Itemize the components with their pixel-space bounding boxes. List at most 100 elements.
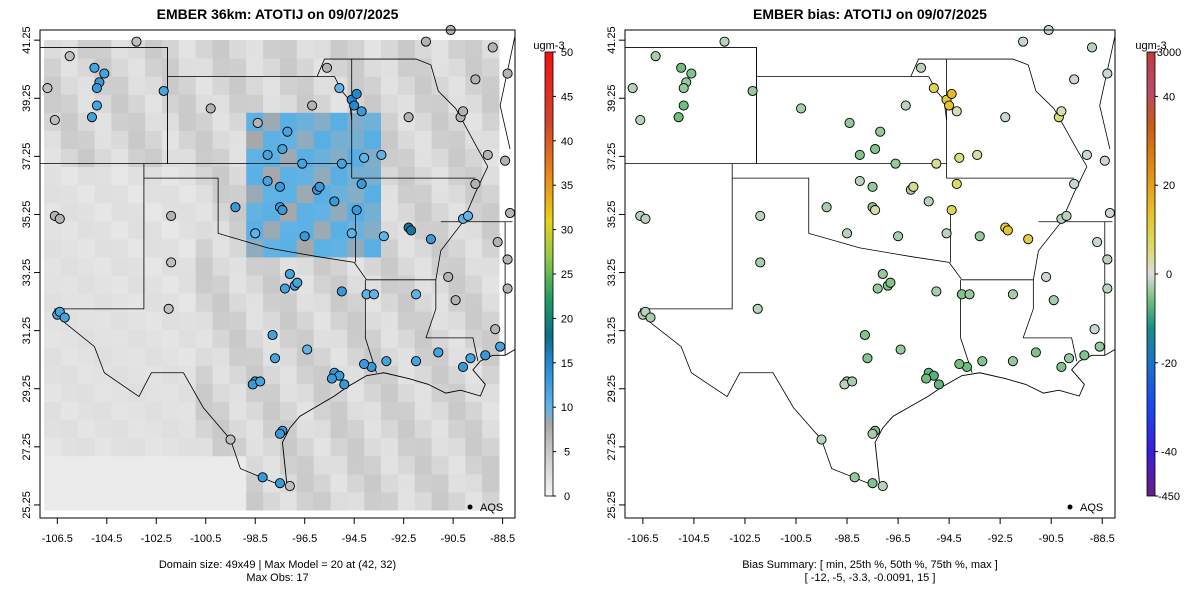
model-cell [44, 275, 62, 294]
model-cell [263, 401, 281, 421]
model-cell [77, 347, 96, 366]
model-cell [145, 329, 163, 348]
site-marker [923, 196, 934, 207]
model-cell [44, 347, 62, 366]
colorbar-tick-label: 50 [561, 47, 573, 59]
model-cell [195, 76, 214, 95]
model-cell [263, 58, 281, 77]
model-cell [448, 130, 466, 149]
model-cell [296, 491, 315, 511]
model-cell [145, 58, 163, 77]
model-cell [128, 58, 146, 77]
model-cell [145, 112, 163, 131]
footer-line: Domain size: 49x49 | Max Model = 20 at (… [159, 559, 396, 571]
model-cell [465, 383, 483, 403]
site-marker [946, 205, 957, 216]
model-cell [279, 76, 298, 95]
site-marker [166, 257, 177, 268]
site-marker [847, 376, 858, 387]
state-border [639, 178, 733, 315]
model-cell [77, 202, 96, 222]
model-cell [296, 130, 315, 149]
site-marker [359, 358, 370, 370]
model-cell [60, 202, 79, 222]
site-marker [877, 268, 888, 280]
model-cell [128, 76, 146, 95]
legend-label: AQS [1080, 502, 1103, 514]
site-marker [1079, 350, 1090, 361]
model-cell [279, 112, 298, 131]
site-marker [502, 254, 513, 265]
y-tick-label: 35.25 [606, 201, 618, 229]
model-cell [44, 184, 62, 204]
state-border [1023, 337, 1078, 362]
site-marker [502, 283, 513, 294]
model-cell [263, 455, 281, 475]
model-cell [431, 293, 449, 312]
model-cell [296, 256, 315, 276]
model-cell [94, 112, 112, 131]
model-cell [246, 437, 264, 457]
site-marker [480, 350, 491, 361]
model-cell [161, 275, 180, 294]
site-marker [1002, 225, 1013, 236]
model-cell [414, 202, 433, 222]
model-cell [330, 347, 348, 366]
site-marker [495, 341, 506, 352]
site-marker [1102, 254, 1113, 265]
site-marker [492, 236, 503, 248]
model-cell [128, 130, 146, 149]
x-tick-label: -106.5 [42, 533, 73, 545]
model-cell [111, 293, 129, 312]
site-marker [844, 117, 855, 129]
model-cell [229, 40, 247, 59]
model-cell [448, 383, 466, 403]
model-cell [381, 455, 399, 475]
site-marker [867, 181, 878, 192]
model-cell [229, 275, 247, 294]
model-cell [178, 275, 197, 294]
model-cell [364, 347, 382, 366]
model-cell [246, 238, 264, 258]
model-cell [195, 238, 214, 258]
model-cell [94, 329, 112, 348]
x-tick-label: -88.5 [490, 533, 515, 545]
site-marker [225, 434, 236, 445]
model-cell [94, 130, 112, 149]
site-marker [505, 207, 516, 219]
site-marker [640, 213, 651, 224]
model-cell [364, 166, 382, 186]
model-cell [94, 365, 112, 384]
model-cell [128, 238, 146, 258]
colorbar [1146, 51, 1156, 497]
model-cell [364, 419, 382, 439]
model-cell [161, 347, 180, 366]
model-cell [448, 473, 466, 493]
model-cell [414, 437, 433, 457]
model-cell [60, 473, 79, 493]
model-cell [397, 40, 416, 59]
model-cell [111, 329, 129, 348]
site-marker [1089, 324, 1100, 335]
x-tick-label: -104.5 [91, 533, 122, 545]
model-cell [296, 383, 315, 403]
model-cell [482, 293, 500, 312]
model-cell [313, 148, 331, 168]
site-marker [1000, 112, 1011, 123]
site-marker [747, 85, 758, 97]
site-marker [872, 283, 883, 294]
site-marker [854, 175, 865, 187]
model-cell [364, 437, 382, 457]
model-cell [263, 293, 281, 312]
x-tick-label: -100.5 [190, 533, 221, 545]
model-cell [414, 401, 433, 421]
model-cell [178, 473, 197, 493]
model-cell [44, 40, 62, 59]
model-cell [381, 112, 399, 131]
y-tick-label: 41.25 [21, 26, 33, 54]
model-cell [178, 40, 197, 59]
model-cell [448, 311, 466, 330]
site-marker [1086, 42, 1098, 53]
model-cell [60, 184, 79, 204]
